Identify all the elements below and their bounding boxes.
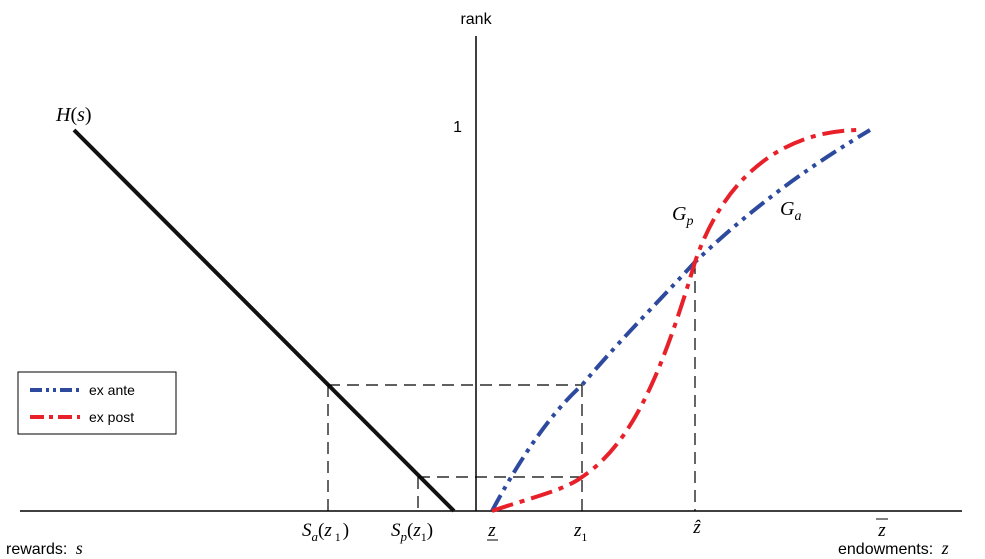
z-bar-label: z	[877, 520, 886, 541]
sa-base: S	[302, 520, 312, 541]
zhat-label: ẑ	[692, 517, 701, 538]
sp-open-paren: (	[407, 520, 413, 541]
x-axis-label-left-var: s	[76, 538, 83, 558]
sa-close-paren: )	[343, 520, 349, 541]
guide-lines	[327, 262, 696, 511]
sp-arg-sub: 1	[421, 530, 427, 544]
legend-box	[17, 371, 177, 435]
h-curve-name: H	[55, 104, 72, 126]
sa-arg-var: z	[323, 520, 332, 541]
ga-label-sub: a	[794, 209, 801, 224]
gp-curve	[491, 128, 861, 513]
h-curve-label: H(s)	[55, 104, 92, 126]
y-tick-one: 1	[453, 119, 462, 136]
z1-sub: 1	[581, 530, 587, 544]
ga-label-base: G	[780, 198, 795, 220]
x-axis-label-right: endowments: z	[838, 538, 949, 558]
x-axis-label-left: rewards: s	[6, 538, 83, 558]
gp-label-sub: p	[685, 214, 693, 229]
h-curve-close-paren: )	[85, 104, 92, 126]
ga-label: Ga	[780, 198, 801, 224]
y-axis-label: rank	[460, 11, 492, 28]
z-low-label: z	[487, 520, 496, 541]
sa-arg-sub: 1	[335, 530, 341, 544]
x-axis-label-right-text: endowments:	[838, 541, 938, 558]
sa-open-paren: (	[318, 520, 324, 541]
sp-sub: p	[400, 529, 408, 544]
sp-base: S	[391, 520, 401, 541]
ga-curve	[490, 128, 872, 512]
h-curve-open-paren: (	[70, 104, 77, 126]
z1-var: z	[573, 520, 582, 541]
z1-label: z1	[573, 520, 587, 544]
legend-ex-post-label: ex post	[89, 409, 134, 425]
sp-arg-var: z	[412, 520, 421, 541]
sp-tick-label: Sp(z1)	[391, 520, 433, 544]
legend-ex-ante-label: ex ante	[89, 382, 135, 398]
sa-sub: a	[312, 529, 319, 544]
gp-label: Gp	[672, 203, 693, 229]
h-curve	[72, 128, 456, 513]
sa-tick-label: Sa(z 1)	[302, 520, 349, 544]
legend: ex ante ex post	[17, 371, 177, 435]
gp-label-base: G	[672, 203, 687, 225]
x-axis-label-left-text: rewards:	[6, 541, 72, 558]
h-curve-arg: s	[77, 104, 85, 126]
sp-close-paren: )	[427, 520, 433, 541]
x-axis-label-right-var: z	[941, 538, 949, 558]
